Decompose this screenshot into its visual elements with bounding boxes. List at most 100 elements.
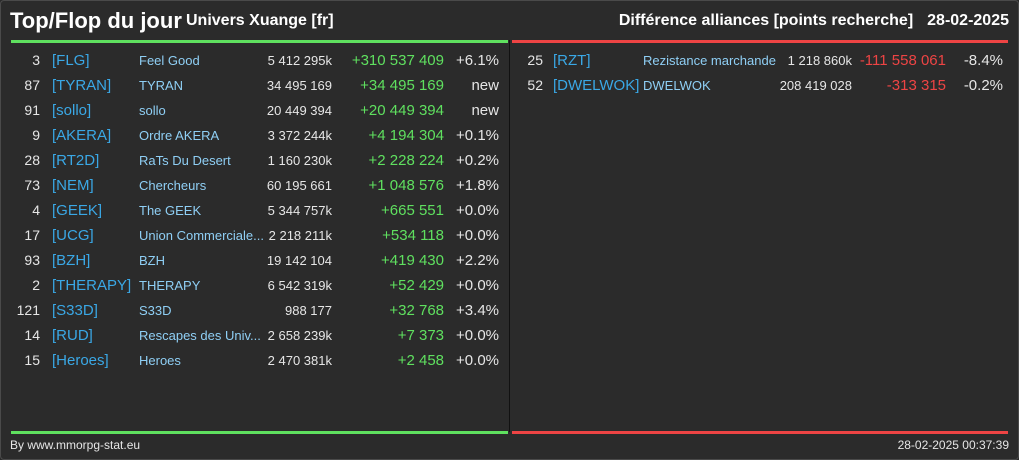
alliance-tag-link[interactable]: [RT2D]	[52, 152, 100, 169]
top-row: 91 [sollo] sollo 20 449 394 +20 449 394 new	[10, 98, 505, 123]
top-row: 9 [AKERA] Ordre AKERA 3 372 244k +4 194 304 +…	[10, 123, 505, 148]
top-row: 87 [TYRAN] TYRAN 34 495 169 +34 495 169 new	[10, 73, 505, 98]
rank-cell: 25	[527, 52, 543, 68]
points-cell: 5 344 757k	[267, 203, 332, 218]
alliance-name-link[interactable]: Union Commerciale...	[139, 228, 264, 243]
column-divider	[509, 40, 510, 432]
diff-cell: +1 048 576	[368, 177, 445, 194]
alliance-name-link[interactable]: Heroes	[139, 353, 181, 368]
rank-cell: 14	[24, 327, 40, 343]
percent-cell: +0.0%	[456, 277, 499, 294]
rank-cell: 87	[24, 77, 40, 93]
alliance-name-link[interactable]: The GEEK	[139, 203, 202, 218]
top-row: 93 [BZH] BZH 19 142 104 +419 430 +2.2%	[10, 248, 505, 273]
alliance-name-link[interactable]: Rezistance marchande	[643, 53, 776, 68]
header-right: Différence alliances [points recherche] 2…	[619, 12, 1009, 30]
points-cell: 988 177	[285, 303, 332, 318]
diff-cell: -313 315	[886, 77, 946, 94]
alliance-tag-link[interactable]: [NEM]	[52, 177, 94, 194]
points-cell: 208 419 028	[779, 78, 852, 93]
points-cell: 1 218 860k	[787, 53, 852, 68]
points-cell: 5 412 295k	[267, 53, 332, 68]
alliance-name-link[interactable]: Feel Good	[139, 53, 200, 68]
alliance-name-link[interactable]: Ordre AKERA	[139, 128, 220, 143]
rank-cell: 2	[32, 277, 40, 293]
top-row: 73 [NEM] Chercheurs 60 195 661 +1 048 576 +1.…	[10, 173, 505, 198]
percent-cell: +0.1%	[456, 127, 499, 144]
points-cell: 2 470 381k	[267, 353, 332, 368]
percent-cell: +0.0%	[456, 202, 499, 219]
alliance-name-link[interactable]: TYRAN	[139, 78, 184, 93]
alliance-name-link[interactable]: DWELWOK	[643, 78, 711, 93]
points-cell: 2 218 211k	[268, 228, 332, 243]
points-cell: 2 658 239k	[267, 328, 332, 343]
diff-cell: +52 429	[389, 277, 444, 294]
header-date: 28-02-2025	[927, 12, 1009, 29]
alliance-tag-link[interactable]: [RUD]	[52, 327, 93, 344]
rank-cell: 73	[24, 177, 40, 193]
header: Top/Flop du jour Univers Xuange [fr] Dif…	[10, 8, 1009, 36]
flop-bar-upper	[512, 40, 1008, 43]
alliance-tag-link[interactable]: [TYRAN]	[52, 77, 112, 94]
diff-cell: +4 194 304	[368, 127, 445, 144]
alliance-tag-link[interactable]: [FLG]	[52, 52, 90, 69]
alliance-tag-link[interactable]: [BZH]	[52, 252, 91, 269]
points-cell: 6 542 319k	[267, 278, 332, 293]
alliance-name-link[interactable]: S33D	[139, 303, 172, 318]
credit-link[interactable]: By www.mmorpg-stat.eu	[10, 438, 141, 452]
alliance-tag-link[interactable]: [DWELWOK]	[553, 77, 640, 94]
alliance-name-link[interactable]: sollo	[139, 103, 166, 118]
percent-cell: +3.4%	[456, 302, 499, 319]
percent-cell: -0.2%	[963, 77, 1003, 94]
rank-cell: 28	[24, 152, 40, 168]
diff-cell: +20 449 394	[360, 102, 444, 119]
universe-label: Univers Xuange [fr]	[186, 12, 334, 29]
points-cell: 60 195 661	[266, 178, 332, 193]
diff-cell: +665 551	[381, 202, 444, 219]
top-row: 17 [UCG] Union Commerciale... 2 218 211k +53…	[10, 223, 505, 248]
percent-cell: +0.0%	[456, 227, 499, 244]
diff-cell: +419 430	[381, 252, 444, 269]
rank-cell: 3	[32, 52, 40, 68]
points-cell: 3 372 244k	[267, 128, 332, 143]
flop-row: 52 [DWELWOK] DWELWOK 208 419 028 -313 315 -0.…	[510, 73, 1008, 98]
rank-cell: 15	[24, 352, 40, 368]
flop-row: 25 [RZT] Rezistance marchande 1 218 860k -11…	[510, 48, 1008, 73]
rank-cell: 52	[527, 77, 543, 93]
alliance-tag-link[interactable]: [GEEK]	[52, 202, 103, 219]
top-row: 2 [THERAPY] THERAPY 6 542 319k +52 429 +0.0%	[10, 273, 505, 298]
alliance-tag-link[interactable]: [THERAPY]	[52, 277, 132, 294]
rank-cell: 9	[32, 127, 40, 143]
alliance-tag-link[interactable]: [RZT]	[553, 52, 591, 69]
points-cell: 19 142 104	[266, 253, 332, 268]
points-cell: 20 449 394	[266, 103, 332, 118]
rank-cell: 4	[32, 202, 40, 218]
percent-cell: new	[471, 77, 499, 94]
alliance-name-link[interactable]: BZH	[139, 253, 165, 268]
top-row: 15 [Heroes] Heroes 2 470 381k +2 458 +0.0%	[10, 348, 505, 373]
alliance-name-link[interactable]: Rescapes des Univ...	[139, 328, 261, 343]
rank-cell: 121	[16, 302, 40, 318]
alliance-tag-link[interactable]: [UCG]	[52, 227, 94, 244]
alliance-name-link[interactable]: THERAPY	[139, 278, 201, 293]
top-bar-upper	[11, 40, 508, 43]
diff-cell: +32 768	[389, 302, 444, 319]
diff-cell: +2 228 224	[368, 152, 445, 169]
rank-cell: 17	[24, 227, 40, 243]
alliance-tag-link[interactable]: [S33D]	[52, 302, 98, 319]
diff-cell: +310 537 409	[351, 52, 444, 69]
alliance-tag-link[interactable]: [Heroes]	[52, 352, 109, 369]
percent-cell: +0.2%	[456, 152, 499, 169]
top-row: 14 [RUD] Rescapes des Univ... 2 658 239k +7 …	[10, 323, 505, 348]
footer-timestamp: 28-02-2025 00:37:39	[897, 438, 1009, 452]
metric-label: Différence alliances [points recherche]	[618, 12, 914, 29]
alliance-name-link[interactable]: RaTs Du Desert	[139, 153, 231, 168]
top-row: 28 [RT2D] RaTs Du Desert 1 160 230k +2 228 2…	[10, 148, 505, 173]
points-cell: 34 495 169	[266, 78, 332, 93]
alliance-tag-link[interactable]: [sollo]	[52, 102, 92, 119]
top-row: 3 [FLG] Feel Good 5 412 295k +310 537 409 +6.…	[10, 48, 505, 73]
alliance-tag-link[interactable]: [AKERA]	[52, 127, 112, 144]
diff-cell: +2 458	[397, 352, 444, 369]
percent-cell: +1.8%	[456, 177, 499, 194]
alliance-name-link[interactable]: Chercheurs	[139, 178, 207, 193]
